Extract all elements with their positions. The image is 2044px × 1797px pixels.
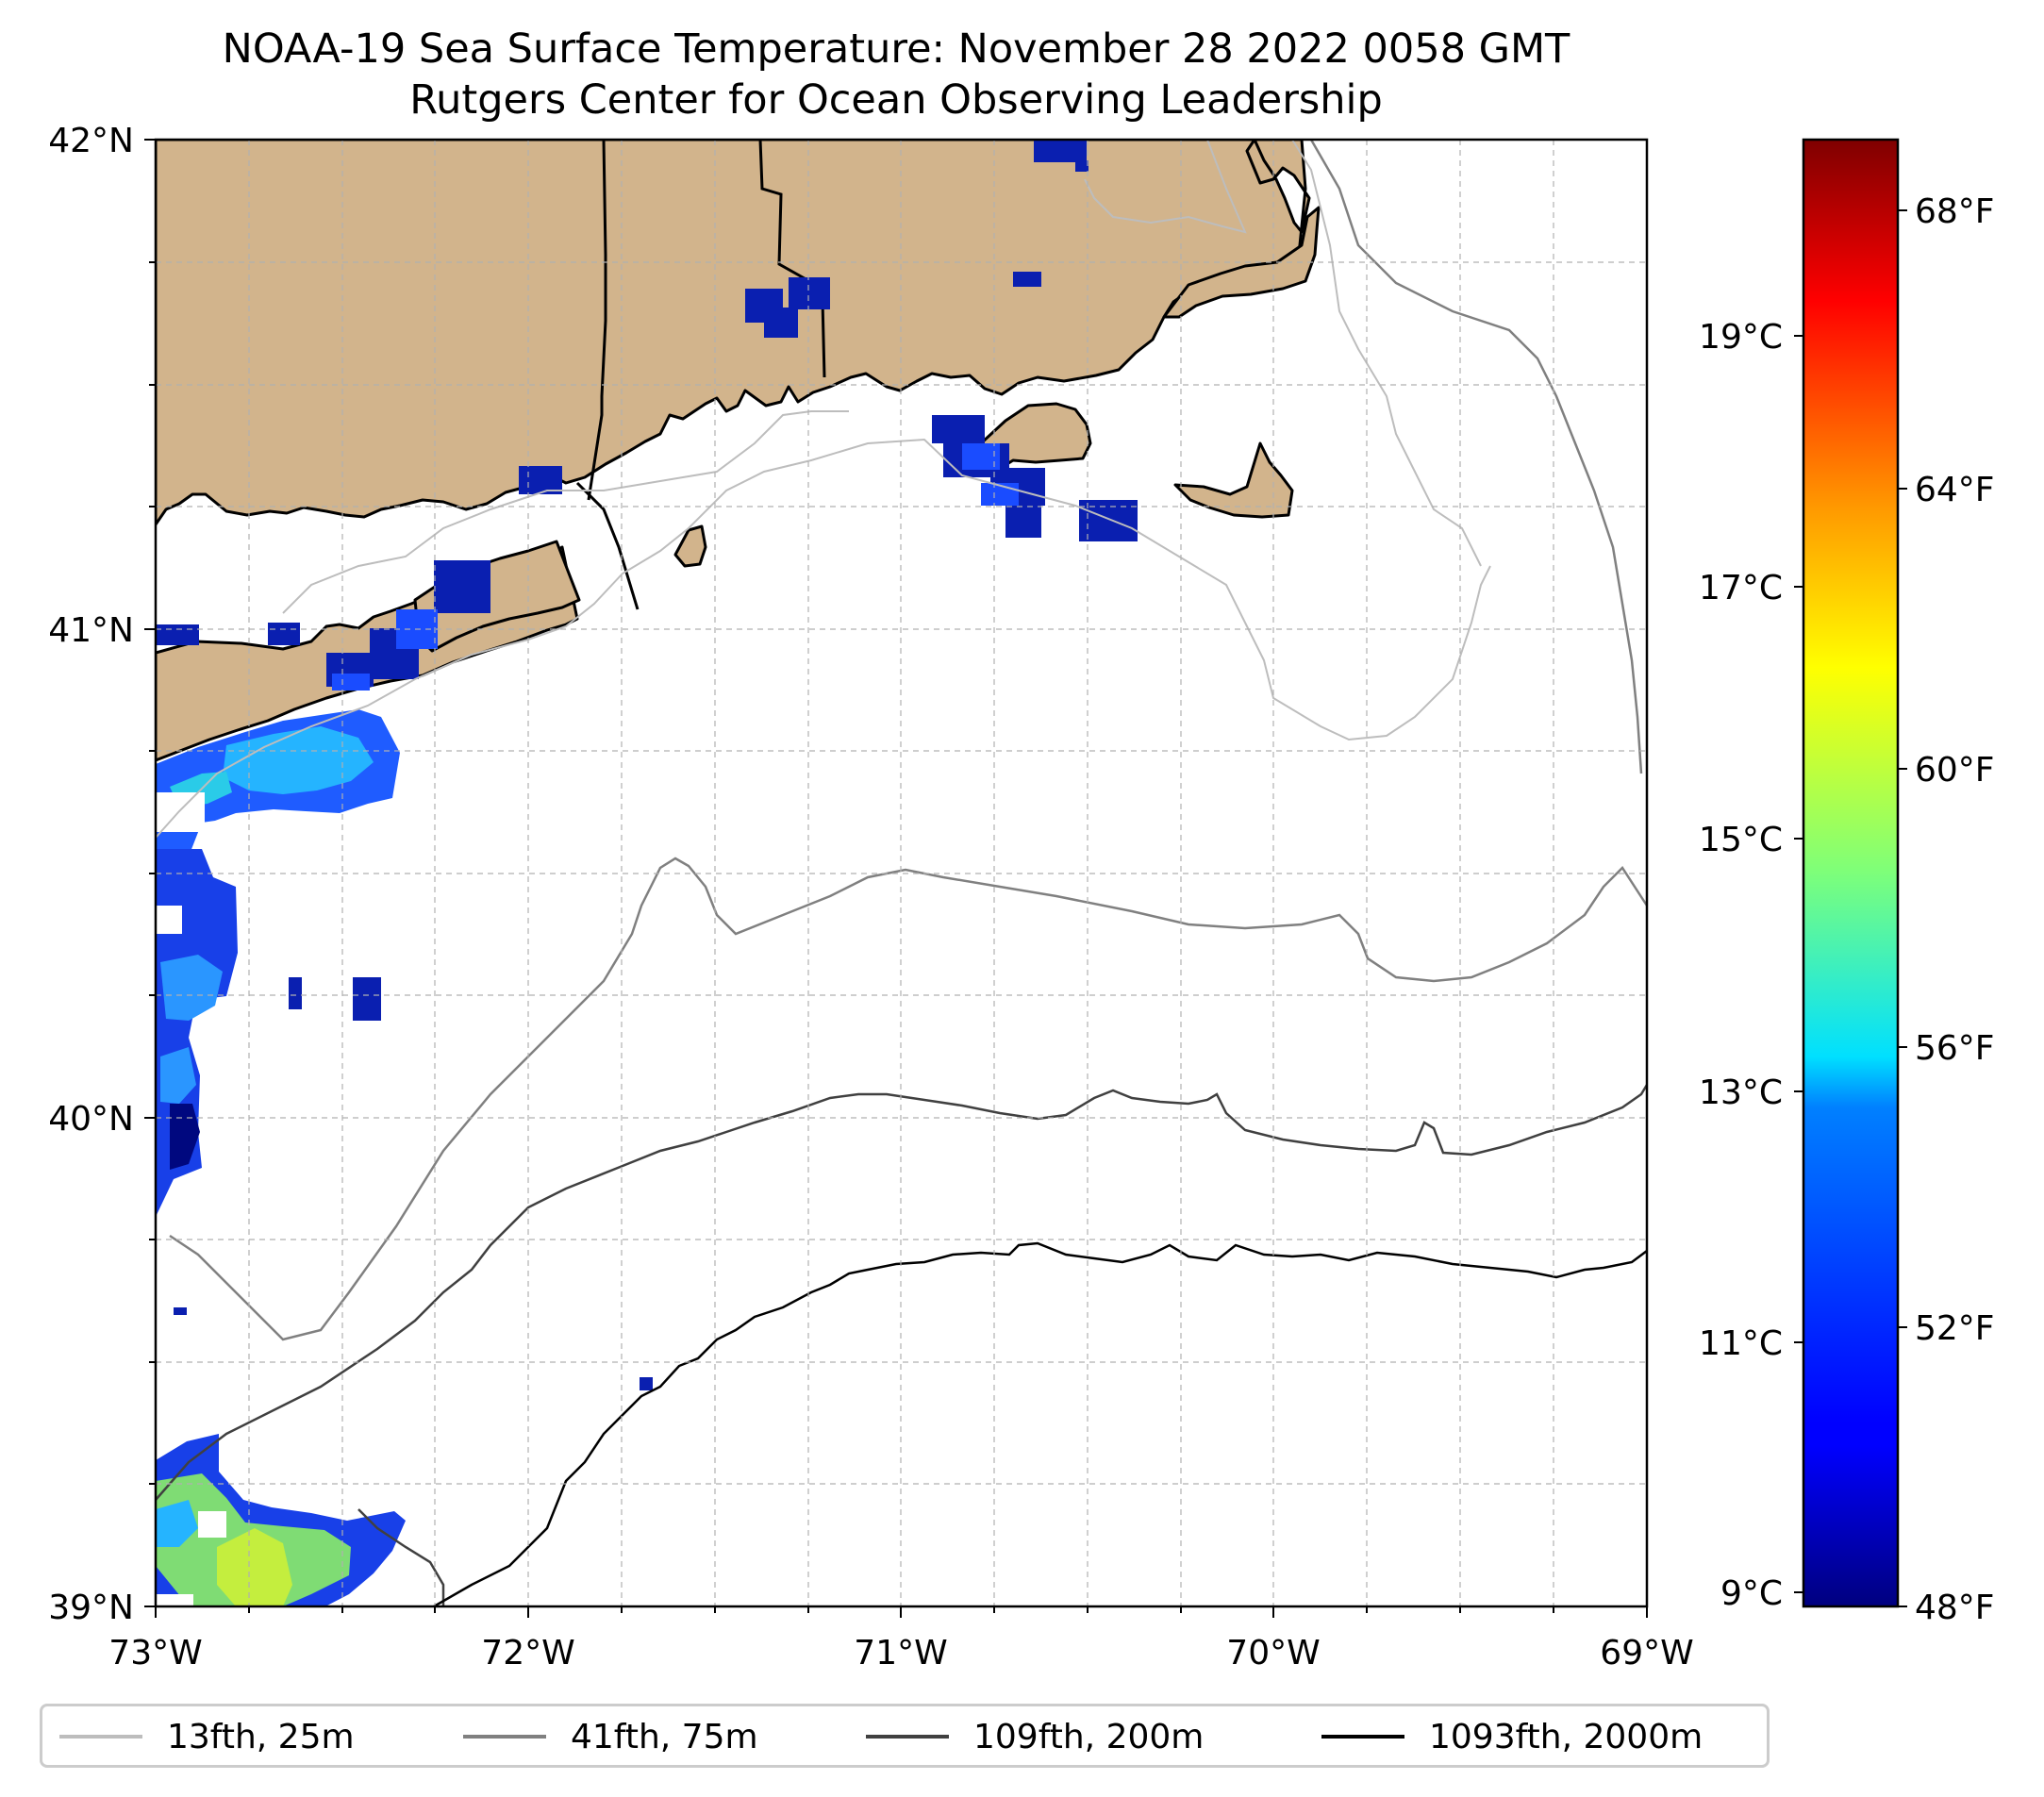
y-tick-label: 39°N xyxy=(48,1589,134,1627)
colorbar-fahrenheit-label: 56°F xyxy=(1915,1029,1995,1068)
cape-cod-land xyxy=(1162,206,1321,319)
colorbar-gradient xyxy=(1802,138,1900,1608)
block-island-land xyxy=(673,524,707,568)
y-axis: 39°N 40°N 41°N 42°N xyxy=(48,122,156,1627)
colorbar-celsius-label: 17°C xyxy=(1699,569,1783,607)
x-tick-label: 73°W xyxy=(108,1634,202,1672)
isobath-legend: 13fth, 25m 41fth, 75m 109fth, 200m 1093f… xyxy=(40,1704,1770,1768)
legend-swatch-200m xyxy=(866,1735,949,1739)
new-england-coast-land xyxy=(156,140,1311,526)
legend-item: 109fth, 200m xyxy=(866,1716,1204,1757)
isobath-25m xyxy=(156,438,1491,839)
colorbar-celsius-label: 15°C xyxy=(1699,821,1783,859)
colorbar-celsius-label: 9°C xyxy=(1720,1574,1783,1613)
isobath-200m xyxy=(156,1084,1647,1501)
colorbar: 48°F 52°F 56°F 60°F 64°F 68°F 9°C 11°C 1… xyxy=(1699,138,1995,1627)
legend-swatch-25m xyxy=(59,1735,142,1739)
map-plot-area xyxy=(156,140,1647,1606)
x-axis: 73°W 72°W 71°W 70°W 69°W xyxy=(108,1606,1694,1672)
colorbar-fahrenheit-label: 52°F xyxy=(1915,1309,1995,1348)
legend-swatch-2000m xyxy=(1321,1735,1404,1739)
nantucket-land xyxy=(1173,441,1294,519)
figure-title: NOAA-19 Sea Surface Temperature: Novembe… xyxy=(222,25,1570,73)
legend-label: 109fth, 200m xyxy=(973,1717,1205,1756)
x-tick-label: 69°W xyxy=(1600,1634,1693,1672)
x-tick-label: 70°W xyxy=(1226,1634,1320,1672)
colorbar-fahrenheit-label: 68°F xyxy=(1915,192,1995,231)
isobath-2000m xyxy=(433,1241,1647,1606)
colorbar-celsius-label: 19°C xyxy=(1699,318,1783,357)
isobaths xyxy=(156,140,1647,1606)
sst-pixels xyxy=(156,140,1138,1606)
colorbar-celsius-label: 11°C xyxy=(1699,1324,1783,1363)
legend-label: 1093fth, 2000m xyxy=(1429,1717,1703,1756)
legend-item: 1093fth, 2000m xyxy=(1321,1716,1703,1757)
colorbar-fahrenheit-label: 64°F xyxy=(1915,471,1995,509)
isobath-75m xyxy=(169,857,1647,1341)
y-tick-label: 42°N xyxy=(48,122,134,160)
y-tick-label: 40°N xyxy=(48,1100,134,1139)
colorbar-fahrenheit-label: 60°F xyxy=(1915,751,1995,790)
colorbar-fahrenheit-label: 48°F xyxy=(1915,1589,1995,1627)
sst-southern-patch xyxy=(156,1434,406,1606)
x-tick-label: 72°W xyxy=(481,1634,574,1672)
x-tick-label: 71°W xyxy=(854,1634,947,1672)
figure-subtitle: Rutgers Center for Ocean Observing Leade… xyxy=(409,76,1383,124)
legend-item: 13fth, 25m xyxy=(59,1716,355,1757)
legend-swatch-75m xyxy=(463,1735,546,1739)
colorbar-celsius-label: 13°C xyxy=(1699,1073,1783,1112)
legend-label: 13fth, 25m xyxy=(167,1717,355,1756)
sst-new-jersey-shelf xyxy=(156,709,400,1217)
legend-item: 41fth, 75m xyxy=(463,1716,758,1757)
y-tick-label: 41°N xyxy=(48,611,134,650)
legend-label: 41fth, 75m xyxy=(571,1717,758,1756)
